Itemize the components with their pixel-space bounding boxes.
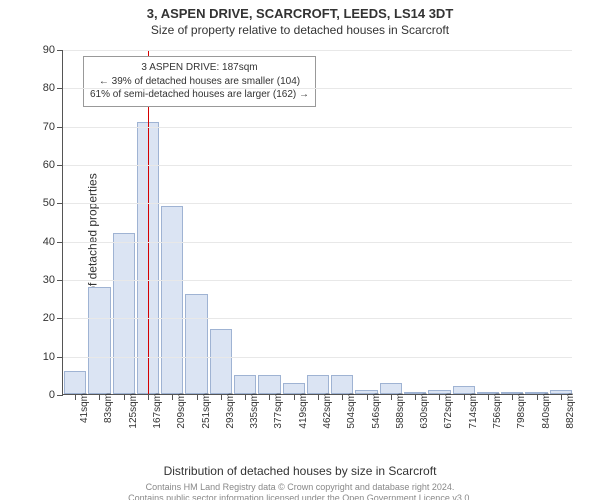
x-tick-label: 293sqm: [225, 393, 236, 453]
x-tick-mark: [318, 394, 319, 400]
x-tick-label: 588sqm: [395, 393, 406, 453]
annotation-line2: ← 39% of detached houses are smaller (10…: [90, 75, 309, 89]
x-tick-mark: [537, 394, 538, 400]
x-tick-mark: [415, 394, 416, 400]
chart-container: 3, ASPEN DRIVE, SCARCROFT, LEEDS, LS14 3…: [0, 6, 600, 500]
page-subtitle: Size of property relative to detached ho…: [0, 23, 600, 37]
x-tick-mark: [464, 394, 465, 400]
x-tick-label: 840sqm: [541, 393, 552, 453]
x-tick-label: 798sqm: [516, 393, 527, 453]
x-tick-label: 83sqm: [103, 393, 114, 453]
x-tick-mark: [512, 394, 513, 400]
x-tick-mark: [99, 394, 100, 400]
y-tick-label: 90: [25, 45, 63, 56]
x-tick-label: 714sqm: [468, 393, 479, 453]
x-tick-label: 882sqm: [565, 393, 576, 453]
y-tick-label: 10: [25, 352, 63, 363]
x-tick-mark: [172, 394, 173, 400]
annotation-box: 3 ASPEN DRIVE: 187sqm ← 39% of detached …: [83, 56, 316, 107]
x-tick-mark: [75, 394, 76, 400]
footer-line2: Contains public sector information licen…: [0, 493, 600, 500]
x-tick-label: 504sqm: [346, 393, 357, 453]
histogram-bar: [113, 233, 135, 394]
x-tick-mark: [148, 394, 149, 400]
x-tick-label: 125sqm: [128, 393, 139, 453]
y-tick-label: 30: [25, 275, 63, 286]
x-tick-mark: [367, 394, 368, 400]
x-tick-label: 41sqm: [79, 393, 90, 453]
y-tick-label: 70: [25, 122, 63, 133]
x-tick-mark: [245, 394, 246, 400]
x-tick-mark: [561, 394, 562, 400]
histogram-bar: [64, 371, 86, 394]
x-tick-label: 756sqm: [492, 393, 503, 453]
gridline: [63, 203, 572, 204]
y-tick-label: 0: [25, 390, 63, 401]
y-tick-label: 40: [25, 237, 63, 248]
x-tick-mark: [439, 394, 440, 400]
x-tick-mark: [269, 394, 270, 400]
y-tick-label: 50: [25, 198, 63, 209]
x-tick-mark: [221, 394, 222, 400]
x-tick-label: 546sqm: [371, 393, 382, 453]
x-tick-mark: [488, 394, 489, 400]
annotation-line3: 61% of semi-detached houses are larger (…: [90, 88, 309, 102]
x-tick-label: 377sqm: [273, 393, 284, 453]
gridline: [63, 280, 572, 281]
x-tick-mark: [124, 394, 125, 400]
histogram-bar: [88, 287, 110, 394]
x-tick-label: 630sqm: [419, 393, 430, 453]
x-tick-label: 251sqm: [201, 393, 212, 453]
x-tick-mark: [294, 394, 295, 400]
gridline: [63, 357, 572, 358]
footer-attribution: Contains HM Land Registry data © Crown c…: [0, 482, 600, 500]
annotation-line1: 3 ASPEN DRIVE: 187sqm: [90, 61, 309, 75]
page-title: 3, ASPEN DRIVE, SCARCROFT, LEEDS, LS14 3…: [0, 6, 600, 21]
x-tick-mark: [391, 394, 392, 400]
gridline: [63, 165, 572, 166]
gridline: [63, 88, 572, 89]
histogram-bar: [234, 375, 256, 394]
x-tick-mark: [197, 394, 198, 400]
x-tick-label: 419sqm: [298, 393, 309, 453]
histogram-bar: [307, 375, 329, 394]
gridline: [63, 318, 572, 319]
x-tick-label: 209sqm: [176, 393, 187, 453]
x-tick-label: 672sqm: [443, 393, 454, 453]
histogram-bar: [331, 375, 353, 394]
footer-line1: Contains HM Land Registry data © Crown c…: [0, 482, 600, 493]
plot-area: 3 ASPEN DRIVE: 187sqm ← 39% of detached …: [62, 50, 572, 395]
x-axis-label: Distribution of detached houses by size …: [0, 464, 600, 478]
y-tick-label: 80: [25, 83, 63, 94]
x-tick-label: 462sqm: [322, 393, 333, 453]
y-tick-label: 20: [25, 313, 63, 324]
histogram-bar: [258, 375, 280, 394]
plot-frame: 3 ASPEN DRIVE: 187sqm ← 39% of detached …: [62, 50, 572, 395]
x-tick-label: 335sqm: [249, 393, 260, 453]
histogram-bar: [161, 206, 183, 394]
gridline: [63, 127, 572, 128]
gridline: [63, 50, 572, 51]
y-tick-label: 60: [25, 160, 63, 171]
histogram-bar: [185, 294, 207, 394]
gridline: [63, 242, 572, 243]
histogram-bar: [210, 329, 232, 394]
x-tick-mark: [342, 394, 343, 400]
x-tick-label: 167sqm: [152, 393, 163, 453]
